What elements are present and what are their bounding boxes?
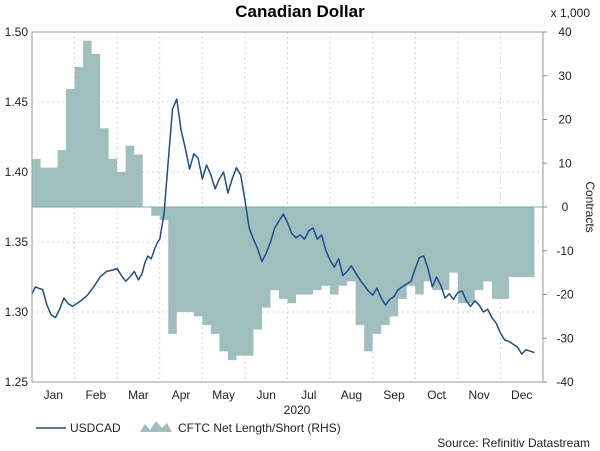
legend: USDCAD CFTC Net Length/Short (RHS): [36, 421, 341, 435]
right-tick-3: -10: [556, 244, 574, 258]
right-axis-ticks: -40 -30 -20 -10 0 10 20 30 40: [543, 25, 574, 389]
right-tick-0: -40: [556, 375, 574, 389]
x-tick-sep: Sep: [383, 388, 405, 402]
right-axis-unit: x 1,000: [551, 6, 591, 20]
x-axis-label: 2020: [284, 403, 311, 417]
legend-label-cftc: CFTC Net Length/Short (RHS): [178, 421, 341, 435]
left-tick-4: 1.45: [5, 95, 29, 109]
right-tick-1: -30: [556, 331, 574, 345]
left-tick-1: 1.30: [5, 305, 29, 319]
x-tick-apr: Apr: [172, 388, 191, 402]
legend-area-swatch: [140, 421, 172, 432]
right-tick-6: 20: [558, 113, 572, 127]
right-tick-8: 40: [558, 25, 572, 39]
x-tick-jul: Jul: [301, 388, 316, 402]
x-tick-oct: Oct: [427, 388, 446, 402]
x-tick-nov: Nov: [468, 388, 489, 402]
x-tick-dec: Dec: [511, 388, 532, 402]
usdcad-line-series: [31, 98, 535, 355]
cftc-area: [32, 40, 535, 361]
source-note: Source: Refinitiv Datastream: [437, 436, 590, 450]
left-axis-ticks: 1.25 1.30 1.35 1.40 1.45 1.50: [5, 25, 29, 389]
chart-title: Canadian Dollar: [235, 2, 365, 21]
x-tick-jan: Jan: [44, 388, 63, 402]
usdcad-line: [31, 98, 535, 355]
right-axis-label: Contracts: [583, 181, 597, 232]
right-tick-2: -20: [556, 288, 574, 302]
x-axis-ticks: Jan Feb Mar Apr May Jun Jul Aug Sep Oct Nov Dec: [44, 388, 533, 402]
cftc-area-series: [32, 40, 535, 361]
x-tick-feb: Feb: [86, 388, 107, 402]
right-tick-4: 0: [562, 200, 569, 214]
right-tick-7: 30: [558, 69, 572, 83]
x-tick-may: May: [212, 388, 235, 402]
x-tick-aug: Aug: [341, 388, 362, 402]
left-tick-3: 1.40: [5, 165, 29, 179]
right-tick-5: 10: [558, 156, 572, 170]
left-tick-0: 1.25: [5, 375, 29, 389]
x-tick-mar: Mar: [128, 388, 149, 402]
left-tick-5: 1.50: [5, 25, 29, 39]
x-tick-jun: Jun: [257, 388, 276, 402]
legend-label-usdcad: USDCAD: [70, 421, 121, 435]
left-tick-2: 1.35: [5, 235, 29, 249]
